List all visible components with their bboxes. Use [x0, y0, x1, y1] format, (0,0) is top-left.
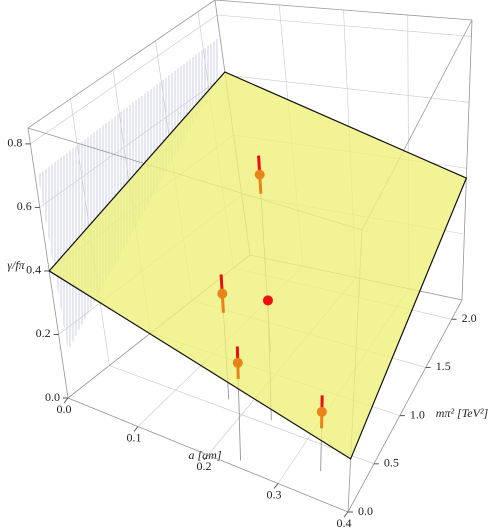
z-axis-label: γ/fπ [7, 258, 25, 272]
z-tick-label: 0.4 [26, 263, 41, 277]
y-tick-label: 0.5 [384, 456, 399, 470]
data-point [316, 406, 327, 417]
box-edge [27, 127, 69, 399]
fit-plane [48, 71, 468, 460]
x-tick-label: 0.3 [267, 487, 282, 501]
box-edge [214, 0, 473, 21]
data-point [232, 357, 243, 368]
tick-mark [133, 426, 139, 432]
box-edge [461, 19, 473, 301]
y-tick-label: 1.0 [410, 407, 425, 421]
x-axis-label: a [am] [188, 448, 221, 462]
z-tick-label: 0.6 [17, 199, 32, 213]
y-tick-label: 1.5 [436, 359, 451, 373]
x-tick-label: 0.4 [337, 516, 352, 528]
grid-line [225, 74, 470, 103]
y-tick-label: 2.0 [462, 311, 477, 325]
y-axis-label: mπ² [TeV²] [436, 406, 489, 420]
data-point [217, 288, 228, 299]
z-tick-label: 0.2 [36, 326, 51, 340]
grid-line [217, 14, 472, 37]
grid-line [30, 14, 218, 145]
tick-mark [343, 511, 349, 518]
x-tick-label: 0.0 [57, 402, 72, 416]
y-tick-label: 0.0 [358, 504, 373, 518]
box-edge [27, 0, 216, 129]
data-point [262, 295, 273, 306]
x-tick-label: 0.2 [197, 459, 212, 473]
box-edge [347, 299, 463, 513]
tick-mark [63, 397, 69, 404]
tick-mark [203, 454, 209, 461]
data-point [254, 169, 265, 180]
grid-line [39, 74, 226, 208]
x-tick-label: 0.1 [127, 430, 142, 444]
z-tick-label: 0.8 [7, 136, 22, 150]
z-tick-label: 0.0 [45, 390, 60, 404]
grid-line [109, 365, 375, 465]
tick-mark [273, 483, 279, 489]
